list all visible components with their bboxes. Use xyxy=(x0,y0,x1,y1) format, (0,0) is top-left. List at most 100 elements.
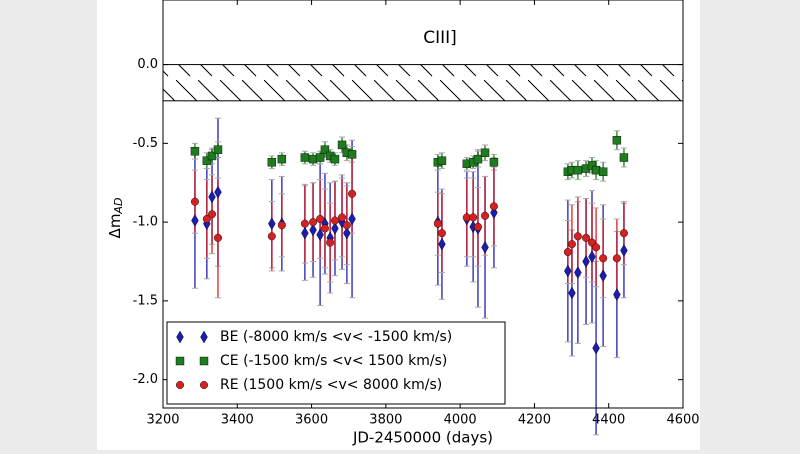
marker xyxy=(330,216,339,225)
marker xyxy=(309,223,317,237)
marker xyxy=(568,286,576,300)
marker xyxy=(592,341,600,355)
marker xyxy=(481,240,489,254)
y-tick-label: -1.5 xyxy=(133,293,158,308)
y-tick-label: -2.0 xyxy=(133,372,158,387)
marker xyxy=(473,222,482,231)
marker xyxy=(326,238,335,247)
marker xyxy=(268,217,276,231)
legend-label: BE (-8000 km/s <v< -1500 km/s) xyxy=(220,329,452,345)
marker xyxy=(574,266,582,279)
marker xyxy=(309,218,318,227)
marker xyxy=(191,214,199,227)
legend-label: CE (-1500 km/s <v< 1500 km/s) xyxy=(220,353,447,369)
y-label-sub: AD xyxy=(112,198,125,215)
marker xyxy=(202,156,212,165)
marker xyxy=(489,158,499,167)
marker xyxy=(199,381,208,390)
marker xyxy=(277,221,286,230)
y-tick-label: -0.5 xyxy=(133,136,158,151)
marker xyxy=(480,148,490,158)
marker xyxy=(612,254,621,263)
marker xyxy=(433,219,442,228)
x-tick-label: 3200 xyxy=(146,413,179,428)
marker xyxy=(563,248,572,257)
marker xyxy=(207,151,217,161)
legend-box xyxy=(166,321,506,405)
marker xyxy=(469,213,478,222)
marker xyxy=(300,153,310,162)
x-tick-label: 3400 xyxy=(221,413,254,428)
marker xyxy=(573,165,583,175)
marker xyxy=(613,288,621,301)
marker xyxy=(190,147,200,156)
marker xyxy=(337,140,347,150)
legend-label: RE (1500 km/s <v< 8000 km/s) xyxy=(220,377,442,393)
marker xyxy=(437,156,447,165)
marker xyxy=(213,233,222,242)
marker xyxy=(619,229,628,238)
marker xyxy=(316,228,324,242)
marker xyxy=(331,222,339,235)
marker xyxy=(582,255,590,268)
marker xyxy=(175,356,185,366)
marker xyxy=(267,232,276,241)
legend: BE (-8000 km/s <v< -1500 km/s) CE (-1500 … xyxy=(166,321,506,405)
marker xyxy=(489,202,498,211)
marker xyxy=(301,226,309,240)
marker xyxy=(598,167,608,176)
marker xyxy=(214,185,222,199)
marker xyxy=(348,212,356,226)
marker xyxy=(213,145,223,154)
plot-frame xyxy=(162,0,684,409)
marker xyxy=(619,153,629,162)
marker xyxy=(591,165,601,175)
y-axis-label: ΔmAD xyxy=(106,198,126,239)
marker xyxy=(599,269,607,283)
marker xyxy=(208,210,217,219)
marker xyxy=(567,240,576,249)
marker xyxy=(438,237,446,251)
marker xyxy=(208,190,216,204)
x-axis-label: JD-2450000 (days) xyxy=(352,429,493,447)
x-tick-label: 4200 xyxy=(518,413,551,428)
marker xyxy=(320,224,329,233)
marker xyxy=(582,233,591,242)
marker xyxy=(316,214,325,223)
marker xyxy=(348,189,357,198)
marker xyxy=(330,154,340,164)
marker xyxy=(190,197,199,206)
hatched-band xyxy=(162,64,684,102)
y-label-main: Δm xyxy=(106,214,124,239)
marker xyxy=(588,250,596,264)
y-tick-label: 0.0 xyxy=(137,57,158,72)
marker xyxy=(564,264,572,278)
marker xyxy=(599,254,608,263)
marker xyxy=(175,381,184,390)
x-tick-label: 3800 xyxy=(369,413,402,428)
x-tick-label: 4400 xyxy=(592,413,625,428)
y-tick-label: -1.0 xyxy=(133,215,158,230)
marker xyxy=(342,221,351,230)
marker xyxy=(473,154,483,164)
marker xyxy=(481,211,490,220)
marker xyxy=(200,330,208,344)
marker xyxy=(620,244,628,257)
marker xyxy=(176,330,184,344)
marker xyxy=(573,232,582,241)
marker xyxy=(308,154,318,164)
marker xyxy=(202,214,211,223)
x-tick-label: 4600 xyxy=(666,413,699,428)
marker xyxy=(343,226,351,240)
marker xyxy=(277,154,287,164)
marker xyxy=(300,219,309,228)
marker xyxy=(437,229,446,238)
marker xyxy=(199,356,209,366)
annotation: CIII] xyxy=(423,28,457,48)
marker xyxy=(612,136,622,145)
marker xyxy=(592,243,601,252)
marker xyxy=(315,153,325,162)
x-tick-label: 3600 xyxy=(295,413,328,428)
marker xyxy=(320,145,330,154)
